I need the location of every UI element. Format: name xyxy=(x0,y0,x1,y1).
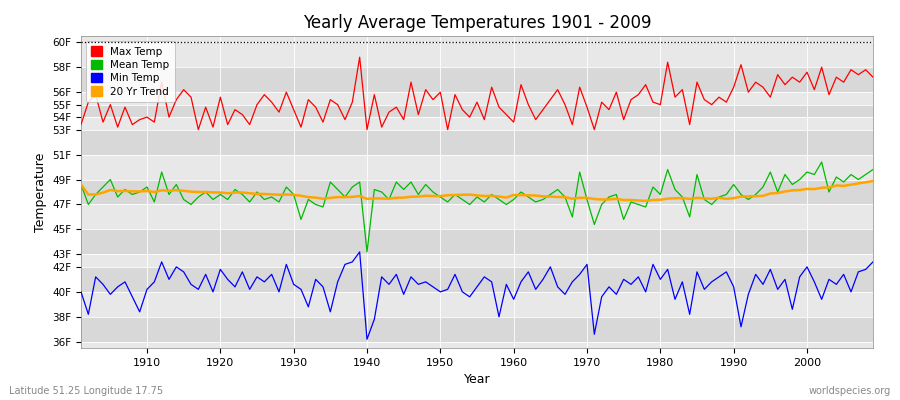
Bar xyxy=(81,117,873,130)
Y-axis label: Temperature: Temperature xyxy=(33,152,47,232)
Text: Latitude 51.25 Longitude 17.75: Latitude 51.25 Longitude 17.75 xyxy=(9,386,163,396)
Legend: Max Temp, Mean Temp, Min Temp, 20 Yr Trend: Max Temp, Mean Temp, Min Temp, 20 Yr Tre… xyxy=(86,41,175,102)
Bar xyxy=(81,180,873,204)
Bar xyxy=(81,92,873,105)
Title: Yearly Average Temperatures 1901 - 2009: Yearly Average Temperatures 1901 - 2009 xyxy=(302,14,652,32)
Bar xyxy=(81,292,873,317)
Bar xyxy=(81,42,873,67)
Bar xyxy=(81,317,873,342)
Bar xyxy=(81,154,873,180)
Bar xyxy=(81,254,873,267)
Bar xyxy=(81,267,873,292)
Bar xyxy=(81,204,873,230)
Bar xyxy=(81,67,873,92)
Text: worldspecies.org: worldspecies.org xyxy=(809,386,891,396)
Bar xyxy=(81,105,873,117)
Bar xyxy=(81,130,873,154)
Bar xyxy=(81,230,873,254)
X-axis label: Year: Year xyxy=(464,373,490,386)
